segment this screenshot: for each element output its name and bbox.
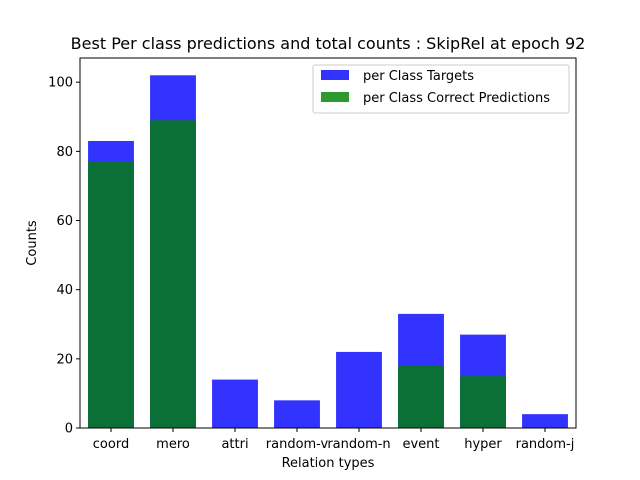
x-tick-label: hyper: [464, 437, 502, 452]
y-axis-label: Counts: [25, 220, 40, 266]
x-tick-label: coord: [93, 437, 129, 452]
y-tick-label: 60: [56, 214, 73, 229]
legend-swatch-correct: [321, 92, 349, 102]
legend-swatch-targets: [321, 70, 349, 80]
legend-label-correct: per Class Correct Predictions: [363, 91, 550, 106]
legend-label-targets: per Class Targets: [363, 69, 474, 84]
y-tick-label: 40: [56, 283, 73, 298]
x-axis-label: Relation types: [282, 456, 375, 471]
legend-box: [312, 64, 570, 114]
x-tick-label: event: [402, 437, 439, 452]
y-tick-label: 100: [48, 76, 73, 91]
bar-targets-attri: [212, 379, 258, 428]
x-tick-label: attri: [221, 437, 248, 452]
y-tick-label: 80: [56, 145, 73, 160]
y-axis: 0 20 40 60 80 100: [48, 76, 80, 437]
bar-correct-hyper: [460, 376, 506, 428]
bars-layer: [88, 75, 568, 429]
x-tick-label: mero: [156, 437, 190, 452]
legend: per Class Targets per Class Correct Pred…: [312, 64, 570, 114]
bar-targets-random-j: [522, 414, 568, 428]
x-tick-label: random-n: [327, 437, 390, 452]
x-tick-label: random-v: [266, 437, 329, 452]
chart-title: Best Per class predictions and total cou…: [71, 34, 586, 53]
bar-targets-random-n: [336, 351, 382, 428]
bar-correct-coord: [88, 161, 134, 429]
y-tick-label: 0: [65, 422, 73, 437]
bar-correct-event: [398, 365, 444, 428]
bar-correct-mero: [150, 120, 196, 429]
x-tick-label: random-j: [516, 437, 575, 452]
x-axis: coord mero attri random-v random-n event hyper…: [93, 428, 575, 452]
bar-targets-random-v: [274, 400, 320, 428]
y-tick-label: 20: [56, 352, 73, 367]
plot-frame: [79, 57, 577, 429]
